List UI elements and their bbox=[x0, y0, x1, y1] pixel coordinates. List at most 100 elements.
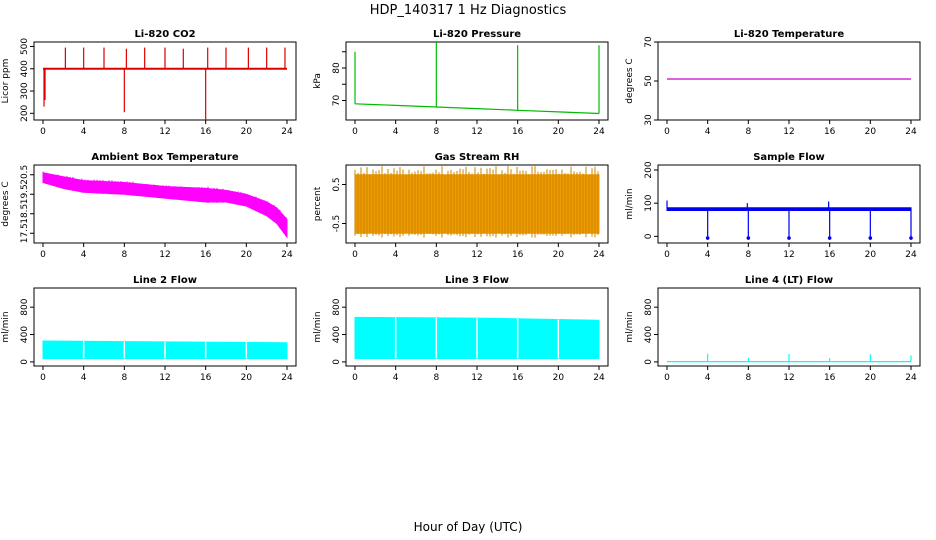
panel-sample-flow-series-point bbox=[746, 236, 751, 240]
panel-li-820-pressure-xtick-label: 24 bbox=[593, 127, 605, 137]
panel-line-3-flow-ytick-label: 400 bbox=[332, 326, 342, 343]
panel-gas-stream-rh-series bbox=[354, 166, 600, 238]
figure-xlabel: Hour of Day (UTC) bbox=[414, 520, 523, 534]
panel-li-820-pressure-series bbox=[354, 42, 600, 115]
panel-line-3-flow-xtick-label: 20 bbox=[553, 373, 565, 383]
panel-li-820-temperature-title: Li-820 Temperature bbox=[734, 29, 844, 40]
panel-ambient-box-temperature-ytick-label: 19.5 bbox=[20, 184, 30, 204]
panel-line-2-flow-xtick-label: 0 bbox=[40, 373, 46, 383]
panel-line-2-flow-ytick-label: 0 bbox=[20, 359, 30, 365]
panel-li-820-pressure-xtick-label: 12 bbox=[471, 127, 482, 137]
panel-li-820-temperature-frame bbox=[657, 41, 921, 121]
panel-sample-flow: Sample Flow ml/min 0 4 8 12 16 20 24 0 100 200 bbox=[625, 152, 921, 260]
panel-sample-flow-xtick-label: 4 bbox=[705, 250, 711, 260]
panel-line-2-flow-title: Line 2 Flow bbox=[133, 275, 197, 286]
panel-li-820-pressure-series-line bbox=[354, 103, 600, 115]
panel-line-4-lt-flow-series bbox=[667, 353, 912, 363]
panel-li-820-pressure-xtick-label: 20 bbox=[553, 127, 565, 137]
panel-line-4-lt-flow-ylabel: ml/min bbox=[625, 311, 635, 342]
panel-line-2-flow-xtick-label: 4 bbox=[81, 373, 87, 383]
panel-ambient-box-temperature: Ambient Box Temperature degrees C 0 4 8 12 16 2… bbox=[1, 152, 297, 260]
panel-line-4-lt-flow-xtick-label: 24 bbox=[905, 373, 917, 383]
panel-li-820-co2-ytick-label: 400 bbox=[20, 60, 30, 77]
panel-gas-stream-rh: Gas Stream RH percent 0 4 8 12 16 20 24 -0.5 0.5 bbox=[313, 152, 609, 260]
panel-li-820-temperature-xtick-label: 12 bbox=[783, 127, 794, 137]
panel-li-820-temperature-xtick-label: 8 bbox=[745, 127, 751, 137]
panel-sample-flow-xtick-label: 12 bbox=[783, 250, 794, 260]
panel-gas-stream-rh-xtick-label: 4 bbox=[393, 250, 399, 260]
panel-gas-stream-rh-xtick-label: 0 bbox=[352, 250, 358, 260]
panel-ambient-box-temperature-xtick-label: 8 bbox=[121, 250, 127, 260]
panel-ambient-box-temperature-ytick-label: 17.5 bbox=[20, 223, 30, 243]
panel-li-820-temperature-ylabel: degrees C bbox=[625, 58, 635, 103]
panel-sample-flow-series-point bbox=[705, 236, 710, 240]
panel-li-820-pressure-ytick-label: 80 bbox=[332, 62, 342, 74]
panel-gas-stream-rh-title: Gas Stream RH bbox=[435, 152, 520, 163]
panel-gas-stream-rh-ytick-label: -0.5 bbox=[332, 215, 342, 233]
panel-line-4-lt-flow-xtick-label: 16 bbox=[824, 373, 836, 383]
panel-line-4-lt-flow-xtick-label: 20 bbox=[865, 373, 877, 383]
panel-li-820-pressure-xtick-label: 4 bbox=[393, 127, 399, 137]
panel-line-2-flow-ytick-label: 800 bbox=[20, 298, 30, 315]
panel-li-820-co2: Li-820 CO2 Licor ppm 0 4 8 12 16 20 24 200 300 400 5… bbox=[1, 29, 297, 137]
panel-ambient-box-temperature-ytick-label: 18.5 bbox=[20, 204, 30, 224]
panel-sample-flow-xtick-label: 16 bbox=[824, 250, 836, 260]
panel-ambient-box-temperature-xtick-label: 24 bbox=[281, 250, 293, 260]
panel-sample-flow-ytick-label: 100 bbox=[644, 194, 654, 211]
panel-sample-flow-ytick-label: 200 bbox=[644, 161, 654, 178]
panel-sample-flow-ytick-label: 0 bbox=[644, 233, 654, 239]
panel-li-820-pressure-xtick-label: 8 bbox=[433, 127, 439, 137]
panel-gas-stream-rh-xtick-label: 24 bbox=[593, 250, 605, 260]
panel-sample-flow-xtick-label: 24 bbox=[905, 250, 917, 260]
panel-line-3-flow-xtick-label: 0 bbox=[352, 373, 358, 383]
panel-line-4-lt-flow-xtick-label: 4 bbox=[705, 373, 711, 383]
panel-line-3-flow-xtick-label: 16 bbox=[512, 373, 524, 383]
panel-line-3-flow-ytick-label: 800 bbox=[332, 298, 342, 315]
panel-ambient-box-temperature-title: Ambient Box Temperature bbox=[91, 152, 238, 163]
panel-li-820-temperature-xtick-label: 4 bbox=[705, 127, 711, 137]
panel-line-2-flow-xtick-label: 16 bbox=[200, 373, 212, 383]
panel-sample-flow-series bbox=[666, 200, 913, 240]
panel-li-820-co2-xtick-label: 20 bbox=[241, 127, 253, 137]
panel-sample-flow-xtick-label: 0 bbox=[664, 250, 670, 260]
panel-line-2-flow-xtick-label: 20 bbox=[241, 373, 253, 383]
panel-gas-stream-rh-xtick-label: 20 bbox=[553, 250, 565, 260]
panel-sample-flow-series-point bbox=[909, 236, 913, 240]
panel-li-820-co2-ytick-label: 500 bbox=[20, 38, 30, 55]
panel-li-820-temperature-xtick-label: 16 bbox=[824, 127, 836, 137]
panel-ambient-box-temperature-xtick-label: 4 bbox=[81, 250, 87, 260]
panel-li-820-co2-ytick-label: 200 bbox=[20, 104, 30, 121]
panel-li-820-co2-xtick-label: 8 bbox=[121, 127, 127, 137]
panel-sample-flow-title: Sample Flow bbox=[753, 152, 825, 163]
panel-ambient-box-temperature-xtick-label: 0 bbox=[40, 250, 46, 260]
panel-gas-stream-rh-xtick-label: 12 bbox=[471, 250, 482, 260]
panel-line-2-flow-xtick-label: 8 bbox=[121, 373, 127, 383]
panel-sample-flow-series-point bbox=[868, 236, 873, 240]
panel-line-4-lt-flow-ytick-label: 0 bbox=[644, 359, 654, 365]
panel-li-820-co2-xtick-label: 24 bbox=[281, 127, 293, 137]
panel-line-4-lt-flow-ytick-label: 400 bbox=[644, 326, 654, 343]
panel-li-820-co2-ylabel: Licor ppm bbox=[1, 59, 11, 104]
panel-li-820-pressure-xtick-label: 16 bbox=[512, 127, 524, 137]
panel-li-820-co2-ytick-label: 300 bbox=[20, 82, 30, 99]
panel-sample-flow-series-point bbox=[787, 236, 791, 240]
panel-line-2-flow-ytick-label: 400 bbox=[20, 326, 30, 343]
panel-ambient-box-temperature-ytick-label: 20.5 bbox=[20, 165, 30, 185]
panel-li-820-temperature-xtick-label: 24 bbox=[905, 127, 917, 137]
panel-li-820-pressure-title: Li-820 Pressure bbox=[433, 29, 521, 40]
panel-sample-flow-series-point bbox=[827, 236, 832, 240]
panel-li-820-co2-xtick-label: 0 bbox=[40, 127, 46, 137]
panel-line-4-lt-flow: Line 4 (LT) Flow ml/min 0 4 8 12 16 20 24 0 400 800 bbox=[625, 275, 921, 383]
panel-line-2-flow-series bbox=[42, 340, 288, 359]
panel-gas-stream-rh-ylabel: percent bbox=[313, 186, 323, 221]
panel-line-2-flow-xtick-label: 12 bbox=[159, 373, 170, 383]
panel-line-2-flow-ylabel: ml/min bbox=[1, 311, 11, 342]
panel-li-820-pressure-ylabel: kPa bbox=[313, 73, 323, 89]
panel-line-3-flow-xtick-label: 4 bbox=[393, 373, 399, 383]
panel-line-4-lt-flow-xtick-label: 0 bbox=[664, 373, 670, 383]
panel-line-3-flow-series bbox=[354, 316, 600, 359]
figure-title: HDP_140317 1 Hz Diagnostics bbox=[370, 3, 567, 18]
panel-li-820-temperature-xtick-label: 0 bbox=[664, 127, 670, 137]
panel-ambient-box-temperature-xtick-label: 16 bbox=[200, 250, 212, 260]
